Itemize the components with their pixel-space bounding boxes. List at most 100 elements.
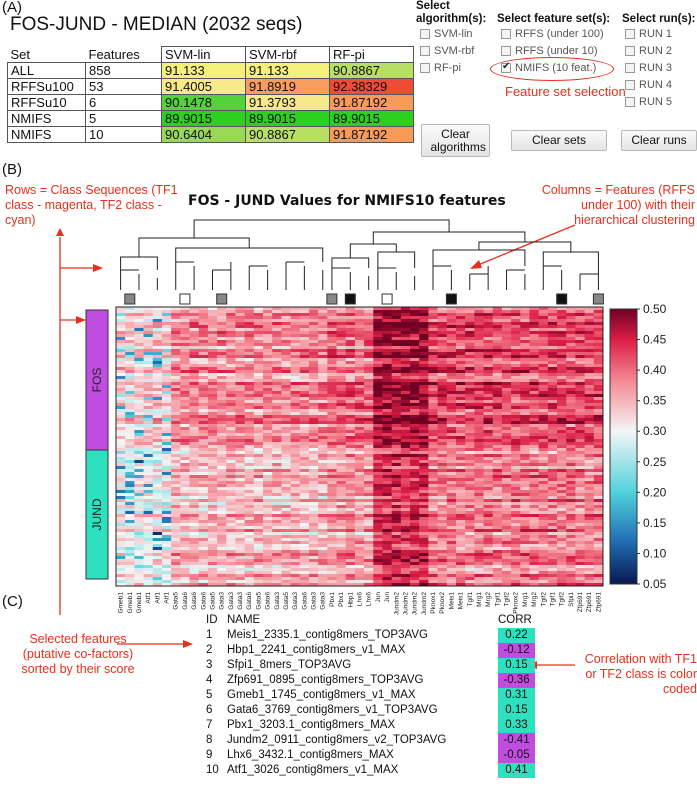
heatmap-cell: [327, 343, 337, 347]
run-checkbox[interactable]: [625, 28, 635, 39]
heatmap-cell: [483, 487, 494, 491]
heatmap-cell: [501, 376, 512, 380]
feature-set-checkbox[interactable]: [501, 28, 511, 39]
heatmap-cell: [428, 469, 439, 473]
heatmap-cell: [557, 523, 567, 527]
heatmap-cell: [400, 553, 411, 557]
algorithm-checkbox[interactable]: [420, 45, 430, 56]
heatmap-cell: [171, 325, 181, 329]
algorithm-option[interactable]: SVM-rbf: [420, 42, 474, 59]
heatmap-cell: [171, 397, 181, 401]
heatmap-cell: [529, 499, 540, 503]
heatmap-cell: [134, 400, 144, 404]
heatmap-cell: [400, 370, 411, 374]
heatmap-cell: [373, 496, 383, 500]
heatmap-cell: [419, 472, 429, 476]
heatmap-cell: [391, 565, 402, 569]
run-option[interactable]: RUN 1: [625, 25, 672, 42]
heatmap-cell: [189, 340, 200, 344]
score-cell: 90.6404: [161, 126, 246, 143]
run-checkbox[interactable]: [625, 45, 635, 56]
heatmap-cell: [428, 433, 439, 437]
heatmap-cell: [198, 379, 209, 383]
heatmap-cell: [501, 457, 512, 461]
feature-set-option[interactable]: RFFS (under 10): [501, 42, 604, 59]
run-checkbox[interactable]: [625, 62, 635, 73]
heatmap-cell: [483, 415, 494, 419]
feature-set-selector-header: Select feature set(s):: [497, 13, 611, 25]
heatmap-cell: [327, 484, 337, 488]
heatmap-cell: [593, 490, 604, 494]
heatmap-cell: [217, 478, 227, 482]
heatmap-cell: [520, 526, 530, 530]
heatmap-cell: [308, 550, 319, 554]
heatmap-cell: [373, 574, 383, 578]
heatmap-cell: [290, 442, 301, 446]
heatmap-cell: [557, 547, 567, 551]
heatmap-cell: [547, 574, 558, 578]
heatmap-cell: [189, 316, 200, 320]
run-option[interactable]: RUN 3: [625, 59, 672, 76]
heatmap-cell: [171, 361, 181, 365]
heatmap-cell: [391, 577, 402, 581]
heatmap-cell: [180, 400, 190, 404]
run-option[interactable]: RUN 4: [625, 76, 672, 93]
heatmap-cell: [125, 493, 135, 497]
heatmap-cell: [566, 574, 576, 578]
heatmap-cell: [327, 556, 337, 560]
clear-algorithms-button[interactable]: Clear algorithms: [421, 124, 490, 157]
heatmap-cell: [161, 433, 172, 437]
heatmap-cell: [465, 319, 475, 323]
heatmap-cell: [354, 520, 365, 524]
feature-set-option[interactable]: RFFS (under 100): [501, 25, 604, 42]
run-option[interactable]: RUN 2: [625, 42, 672, 59]
heatmap-cell: [557, 562, 567, 566]
heatmap-cell: [465, 574, 475, 578]
run-option[interactable]: RUN 5: [625, 93, 672, 110]
algorithm-checkbox[interactable]: [420, 62, 430, 73]
heatmap-cell: [529, 535, 540, 539]
heatmap-cell: [501, 328, 512, 332]
heatmap-cell: [455, 577, 466, 581]
heatmap-cell: [318, 349, 328, 353]
heatmap-cell: [584, 568, 595, 572]
algorithm-checkbox[interactable]: [420, 28, 430, 39]
run-checkbox[interactable]: [625, 79, 635, 90]
heatmap-cell: [116, 562, 126, 566]
feature-set-checkbox[interactable]: [501, 45, 511, 56]
heatmap-cell: [336, 391, 347, 395]
heatmap-cell: [281, 319, 291, 323]
heatmap-cell: [373, 367, 383, 371]
algorithm-option[interactable]: SVM-lin: [420, 25, 474, 42]
heatmap-cell: [235, 457, 246, 461]
heatmap-cell: [116, 448, 126, 452]
heatmap-cell: [391, 550, 402, 554]
heatmap-cell: [207, 484, 218, 488]
run-checkbox[interactable]: [625, 96, 635, 107]
heatmap-cell: [207, 571, 218, 575]
heatmap-cell: [217, 418, 227, 422]
heatmap-cell: [189, 556, 200, 560]
heatmap-cell: [235, 574, 246, 578]
heatmap-cell: [538, 538, 549, 542]
heatmap-cell: [244, 457, 255, 461]
heatmap-cell: [593, 520, 604, 524]
heatmap-cell: [354, 529, 365, 533]
heatmap-cell: [428, 454, 439, 458]
heatmap-cell: [290, 340, 301, 344]
heatmap-cell: [272, 376, 282, 380]
heatmap-cell: [217, 463, 227, 467]
heatmap-cell: [217, 361, 227, 365]
clear-sets-button[interactable]: Clear sets: [511, 130, 607, 151]
heatmap-cell: [410, 502, 420, 506]
heatmap-cell: [281, 541, 291, 545]
heatmap-cell: [428, 538, 439, 542]
algorithm-option[interactable]: RF-pi: [420, 59, 474, 76]
heatmap-cell: [308, 424, 319, 428]
heatmap-cell: [400, 508, 411, 512]
heatmap-cell: [584, 478, 595, 482]
clear-runs-button[interactable]: Clear runs: [621, 130, 697, 151]
heatmap-cell: [180, 310, 190, 314]
heatmap-cell: [593, 334, 604, 338]
heatmap-cell: [446, 409, 457, 413]
